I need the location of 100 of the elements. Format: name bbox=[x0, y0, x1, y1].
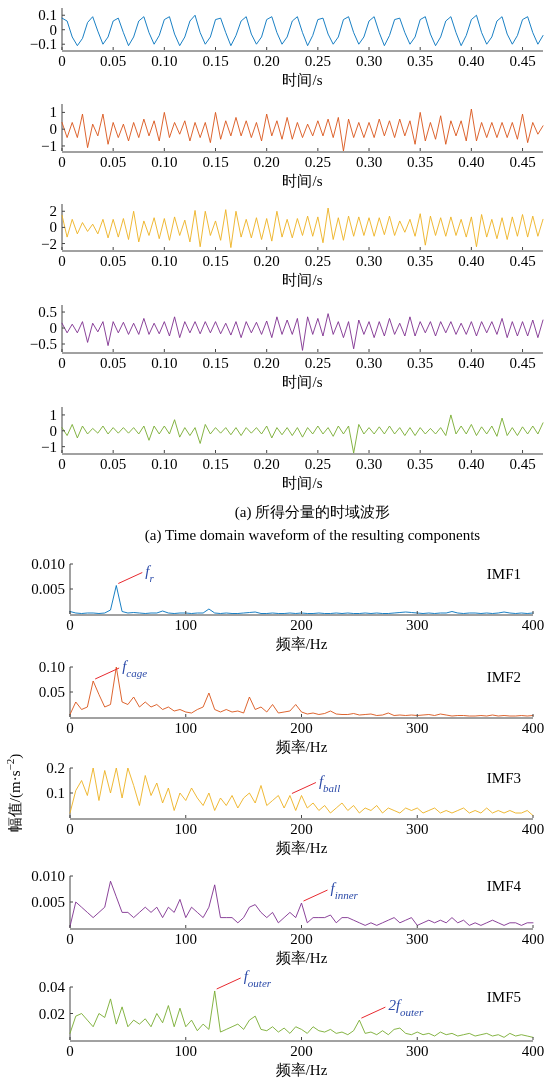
annotation: IMF1 bbox=[486, 566, 521, 582]
x-tick-label: 0.30 bbox=[355, 53, 383, 69]
x-tick-label: 0.20 bbox=[253, 53, 280, 69]
annotation: f$_{ball}$ bbox=[318, 772, 341, 794]
x-axis-title: 频率/Hz bbox=[275, 636, 328, 652]
x-tick-label: 0.30 bbox=[355, 355, 383, 371]
y-tick-label: 0.05 bbox=[38, 684, 65, 700]
x-tick-label: 0.35 bbox=[407, 253, 434, 269]
line-series bbox=[69, 767, 534, 816]
y-tick-label: 2 bbox=[49, 203, 57, 220]
x-axis-title: 时间/s bbox=[282, 272, 323, 288]
x-tick-label: 100 bbox=[174, 1043, 197, 1059]
annotation: IMF3 bbox=[486, 770, 521, 786]
text: (a) 所得分量的时域波形 bbox=[234, 504, 391, 521]
x-axis-title: 频率/Hz bbox=[275, 840, 328, 856]
y-tick-label: 0.5 bbox=[38, 304, 57, 321]
x-tick-label: 200 bbox=[290, 821, 313, 837]
x-tick-label: 300 bbox=[406, 821, 429, 837]
x-tick-label: 100 bbox=[174, 821, 197, 837]
x-tick-label: 0.05 bbox=[100, 154, 127, 170]
x-tick-label: 0.25 bbox=[304, 355, 331, 371]
x-axis-title: 时间/s bbox=[282, 475, 323, 491]
annotation: IMF2 bbox=[486, 669, 521, 685]
annotation: f$_{inner}$ bbox=[330, 880, 359, 902]
x-tick-label: 0.10 bbox=[151, 154, 178, 170]
x-tick-label: 0.05 bbox=[100, 456, 127, 472]
x-tick-label: 0.40 bbox=[458, 253, 485, 269]
x-tick-label: 0.20 bbox=[253, 355, 280, 371]
x-tick-label: 100 bbox=[174, 720, 197, 736]
annotation: 2f$_{outer}$ bbox=[388, 997, 424, 1019]
x-tick-label: 0.30 bbox=[355, 253, 383, 269]
x-tick-label: 300 bbox=[406, 931, 429, 947]
x-tick-label: 0.20 bbox=[253, 253, 280, 269]
x-tick-label: 0.10 bbox=[151, 355, 178, 371]
y-tick-label: 0.005 bbox=[31, 581, 65, 597]
annotation: f$_{outer}$ bbox=[243, 967, 272, 989]
x-tick-label: 100 bbox=[174, 617, 197, 633]
x-tick-label: 0.45 bbox=[509, 253, 536, 269]
line-series bbox=[61, 14, 544, 47]
x-tick-label: 400 bbox=[521, 821, 545, 837]
x-tick-label: 0.45 bbox=[509, 53, 536, 69]
y-tick-label: −0.5 bbox=[29, 336, 57, 353]
x-tick-label: 0.25 bbox=[304, 53, 331, 69]
y-tick-label: 0.10 bbox=[38, 659, 65, 675]
y-tick-label: 0.1 bbox=[46, 785, 65, 801]
x-axis-title: 时间/s bbox=[282, 173, 323, 189]
y-tick-label: 0 bbox=[49, 121, 57, 138]
x-tick-label: 0.40 bbox=[458, 456, 485, 472]
x-tick-label: 0.20 bbox=[253, 456, 280, 472]
x-tick-label: 0.20 bbox=[253, 154, 280, 170]
x-tick-label: 0.15 bbox=[202, 456, 229, 472]
x-tick-label: 0.15 bbox=[202, 154, 229, 170]
y-tick-label: 1 bbox=[49, 104, 57, 121]
x-tick-label: 400 bbox=[521, 931, 545, 947]
x-tick-label: 0.05 bbox=[100, 253, 127, 269]
annotation: f$_{cage}$ bbox=[122, 658, 148, 679]
x-tick-label: 0.30 bbox=[355, 456, 383, 472]
x-axis-title: 频率/Hz bbox=[275, 1062, 328, 1078]
x-axis-title: 时间/s bbox=[282, 72, 323, 88]
x-tick-label: 0.35 bbox=[407, 154, 434, 170]
line-series bbox=[61, 207, 544, 249]
y-tick-label: 0.010 bbox=[31, 868, 65, 884]
x-tick-label: 100 bbox=[174, 931, 197, 947]
y-tick-label: 0.010 bbox=[31, 556, 65, 572]
y-tick-label: 0.005 bbox=[31, 894, 65, 910]
y-tick-label: −1 bbox=[41, 438, 57, 455]
y-tick-label: 0 bbox=[49, 21, 57, 38]
x-tick-label: 0.15 bbox=[202, 355, 229, 371]
x-tick-label: 0.15 bbox=[202, 253, 229, 269]
x-tick-label: 0.10 bbox=[151, 53, 178, 69]
x-tick-label: 300 bbox=[406, 720, 429, 736]
x-tick-label: 0.10 bbox=[151, 456, 178, 472]
y-tick-label: −0.1 bbox=[29, 36, 57, 53]
x-tick-label: 400 bbox=[521, 617, 545, 633]
x-tick-label: 400 bbox=[521, 720, 545, 736]
x-axis-title: 频率/Hz bbox=[275, 739, 328, 755]
y-tick-label: 0.02 bbox=[38, 1005, 65, 1022]
x-tick-label: 0.45 bbox=[509, 456, 536, 472]
line-series bbox=[69, 990, 534, 1038]
annotation: f$_{r}$ bbox=[145, 562, 155, 584]
x-tick-label: 0.05 bbox=[100, 53, 127, 69]
x-tick-label: 200 bbox=[290, 931, 313, 947]
x-tick-label: 0.40 bbox=[458, 154, 485, 170]
y-tick-label: −2 bbox=[41, 235, 57, 252]
x-tick-label: 300 bbox=[406, 1043, 429, 1059]
x-tick-label: 0.45 bbox=[509, 355, 536, 371]
text: (a) Time domain waveform of the resulting components bbox=[144, 527, 481, 544]
x-tick-label: 200 bbox=[290, 617, 313, 633]
y-tick-label: 1 bbox=[49, 406, 57, 423]
y-tick-label: −1 bbox=[41, 137, 57, 154]
y-tick-label: 0.04 bbox=[38, 979, 66, 995]
x-tick-label: 0.40 bbox=[458, 355, 485, 371]
y-tick-label: 0.2 bbox=[46, 760, 65, 776]
x-tick-label: 0.25 bbox=[304, 154, 331, 170]
x-tick-label: 0.35 bbox=[407, 355, 434, 371]
y-tick-label: 0 bbox=[49, 422, 57, 439]
x-axis-title: 频率/Hz bbox=[275, 950, 328, 966]
x-tick-label: 0.25 bbox=[304, 456, 331, 472]
x-axis-title: 时间/s bbox=[282, 374, 323, 390]
annotation: IMF5 bbox=[486, 989, 521, 1005]
